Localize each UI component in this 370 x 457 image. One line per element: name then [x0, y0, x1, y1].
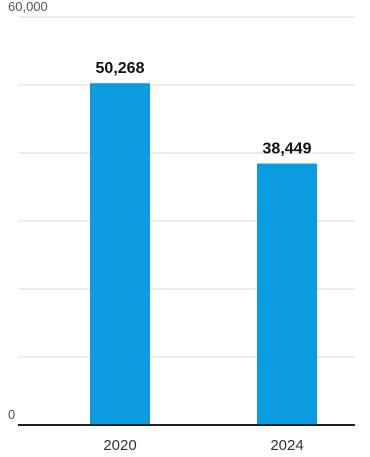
y-tick-label: 0 [8, 407, 15, 422]
bars [90, 83, 317, 425]
y-tick-label: 60,000 [8, 0, 48, 14]
bar [257, 163, 317, 425]
x-tick-label: 2024 [270, 437, 303, 454]
data-label: 50,268 [96, 60, 145, 77]
x-tick-label: 2020 [103, 437, 136, 454]
data-label: 38,449 [263, 141, 312, 158]
labels: 60,000 0 50,268 2020 38,449 2024 [8, 0, 312, 454]
bar [90, 83, 150, 425]
